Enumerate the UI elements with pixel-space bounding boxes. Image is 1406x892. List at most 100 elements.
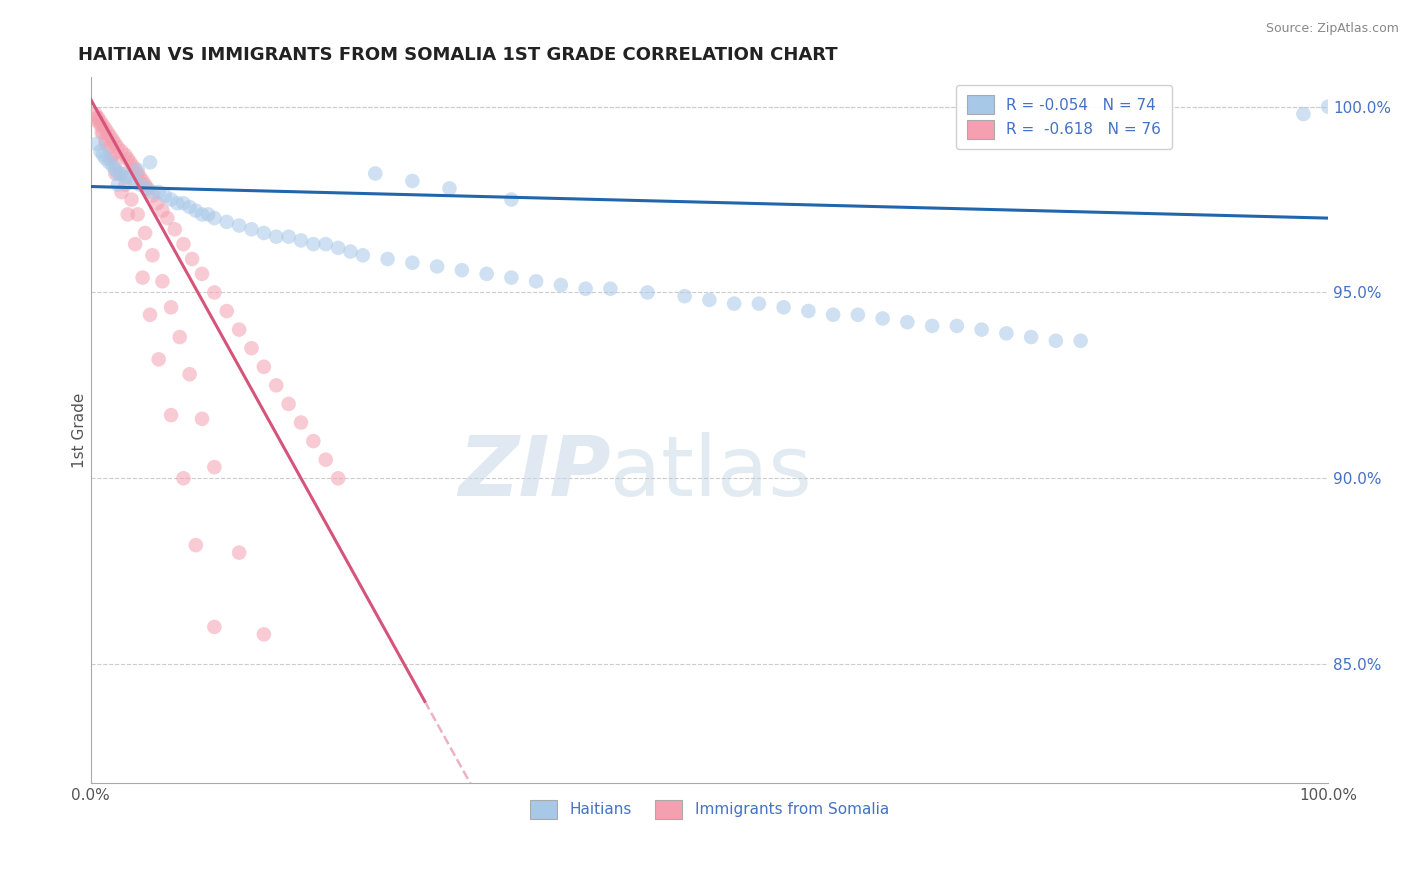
Point bbox=[160, 301, 183, 315]
Point bbox=[139, 155, 162, 169]
Point bbox=[290, 234, 312, 248]
Point bbox=[131, 270, 153, 285]
Point bbox=[146, 196, 169, 211]
Point bbox=[101, 148, 124, 162]
Point bbox=[166, 196, 188, 211]
Point bbox=[114, 178, 136, 192]
Point bbox=[202, 460, 225, 475]
Point bbox=[451, 263, 474, 277]
Point bbox=[124, 237, 146, 252]
Point bbox=[110, 167, 132, 181]
Point bbox=[191, 207, 214, 221]
Point bbox=[160, 408, 183, 422]
Point bbox=[90, 126, 112, 140]
Point bbox=[202, 620, 225, 634]
Point bbox=[215, 304, 238, 318]
Point bbox=[302, 237, 325, 252]
Point bbox=[475, 267, 498, 281]
Point bbox=[253, 226, 276, 240]
Point bbox=[1070, 334, 1092, 348]
Point bbox=[326, 241, 349, 255]
Point bbox=[352, 248, 374, 262]
Text: atlas: atlas bbox=[610, 432, 813, 513]
Point bbox=[302, 434, 325, 449]
Point bbox=[179, 368, 201, 382]
Point bbox=[550, 278, 572, 293]
Point bbox=[215, 215, 238, 229]
Point bbox=[107, 178, 129, 192]
Point bbox=[364, 167, 387, 181]
Point bbox=[377, 252, 399, 266]
Point bbox=[135, 181, 157, 195]
Point bbox=[86, 136, 108, 151]
Point bbox=[91, 148, 114, 162]
Point bbox=[87, 114, 110, 128]
Point bbox=[264, 229, 287, 244]
Point bbox=[169, 330, 191, 344]
Point bbox=[240, 222, 263, 236]
Point bbox=[94, 136, 117, 151]
Point bbox=[110, 185, 132, 199]
Point bbox=[872, 311, 894, 326]
Point bbox=[98, 155, 121, 169]
Y-axis label: 1st Grade: 1st Grade bbox=[72, 392, 87, 467]
Point bbox=[401, 174, 423, 188]
Point bbox=[191, 267, 214, 281]
Point bbox=[104, 162, 127, 177]
Point bbox=[107, 167, 129, 181]
Point bbox=[91, 126, 114, 140]
Point bbox=[277, 229, 299, 244]
Point bbox=[970, 323, 993, 337]
Point bbox=[772, 301, 794, 315]
Point bbox=[501, 193, 523, 207]
Point bbox=[179, 200, 201, 214]
Point bbox=[129, 178, 152, 192]
Point bbox=[131, 174, 153, 188]
Point bbox=[134, 178, 156, 192]
Point bbox=[110, 167, 132, 181]
Point bbox=[240, 341, 263, 355]
Point bbox=[290, 416, 312, 430]
Point bbox=[401, 256, 423, 270]
Point bbox=[253, 359, 276, 374]
Point bbox=[153, 189, 176, 203]
Point bbox=[100, 152, 122, 166]
Point bbox=[426, 260, 449, 274]
Point bbox=[104, 167, 127, 181]
Point bbox=[172, 471, 194, 485]
Point bbox=[1292, 107, 1315, 121]
Point bbox=[104, 155, 127, 169]
Point bbox=[1045, 334, 1067, 348]
Point bbox=[723, 296, 745, 310]
Point bbox=[117, 207, 139, 221]
Point bbox=[127, 162, 149, 177]
Point bbox=[946, 318, 969, 333]
Point bbox=[315, 237, 337, 252]
Point bbox=[264, 378, 287, 392]
Point bbox=[120, 155, 142, 169]
Point bbox=[172, 237, 194, 252]
Point bbox=[315, 452, 337, 467]
Point bbox=[94, 122, 117, 136]
Point bbox=[921, 318, 943, 333]
Point bbox=[141, 248, 163, 262]
Point bbox=[184, 538, 207, 552]
Point bbox=[846, 308, 869, 322]
Point bbox=[86, 111, 108, 125]
Point bbox=[124, 162, 146, 177]
Point bbox=[94, 152, 117, 166]
Text: HAITIAN VS IMMIGRANTS FROM SOMALIA 1ST GRADE CORRELATION CHART: HAITIAN VS IMMIGRANTS FROM SOMALIA 1ST G… bbox=[79, 46, 838, 64]
Point bbox=[501, 270, 523, 285]
Point bbox=[87, 111, 110, 125]
Point bbox=[253, 627, 276, 641]
Point bbox=[150, 274, 173, 288]
Point bbox=[122, 174, 145, 188]
Point bbox=[202, 211, 225, 226]
Point bbox=[673, 289, 696, 303]
Point bbox=[699, 293, 721, 307]
Point bbox=[160, 193, 183, 207]
Point bbox=[141, 189, 163, 203]
Point bbox=[136, 181, 159, 195]
Point bbox=[823, 308, 845, 322]
Point bbox=[97, 126, 120, 140]
